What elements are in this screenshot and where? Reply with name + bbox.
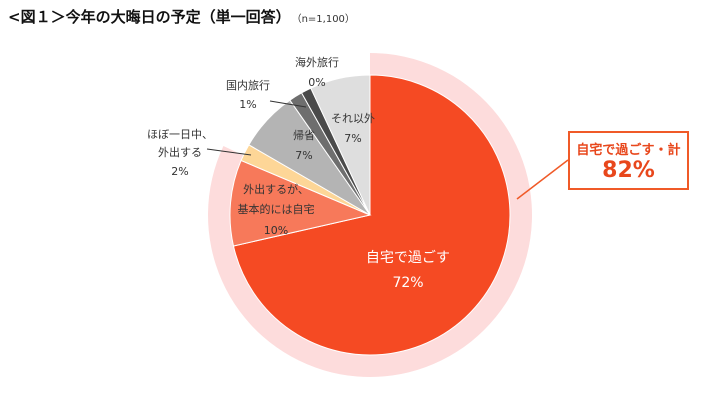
label-overseas-travel-value: 0% [308, 76, 325, 89]
label-outing-all-day-text: ほぼ一日中、 [147, 128, 213, 141]
total-callout-value: 82% [602, 158, 655, 183]
chart-title-text: <図１＞今年の大晦日の予定（単一回答） [8, 8, 291, 26]
label-outing-mostly-home-value: 10% [264, 224, 288, 237]
label-other-value: 7% [344, 132, 361, 145]
label-homecoming-text: 帰省 [293, 129, 315, 142]
callout-connector-line [516, 159, 569, 200]
leader-line [269, 100, 307, 108]
total-callout-box: 自宅で過ごす・計 82% [568, 131, 689, 190]
label-other-text: それ以外 [331, 112, 375, 125]
slice-outing-mostly-home [229, 159, 372, 247]
label-outing-all-day-value: 2% [171, 165, 188, 178]
total-callout-label: 自宅で過ごす・計 [576, 143, 681, 158]
label-outing-all-day-text: 外出する [158, 145, 202, 159]
label-domestic-travel-value: 1% [239, 98, 256, 111]
label-home-text: 自宅で過ごす [366, 250, 450, 266]
leader-line [206, 148, 252, 156]
label-homecoming-value: 7% [295, 149, 312, 162]
label-overseas-travel-text: 海外旅行 [295, 55, 339, 69]
slice-other [310, 74, 371, 216]
slice-home [232, 74, 511, 356]
label-domestic-travel-text: 国内旅行 [226, 78, 270, 92]
label-home-value: 72% [392, 275, 423, 291]
label-outing-mostly-home-text: 外出するが、 [243, 182, 309, 196]
label-outing-mostly-home-text: 基本的には自宅 [238, 202, 315, 216]
sample-size-note: （n=1,100） [296, 14, 355, 25]
chart-title: <図１＞今年の大晦日の予定（単一回答） （n=1,100） [8, 6, 355, 27]
